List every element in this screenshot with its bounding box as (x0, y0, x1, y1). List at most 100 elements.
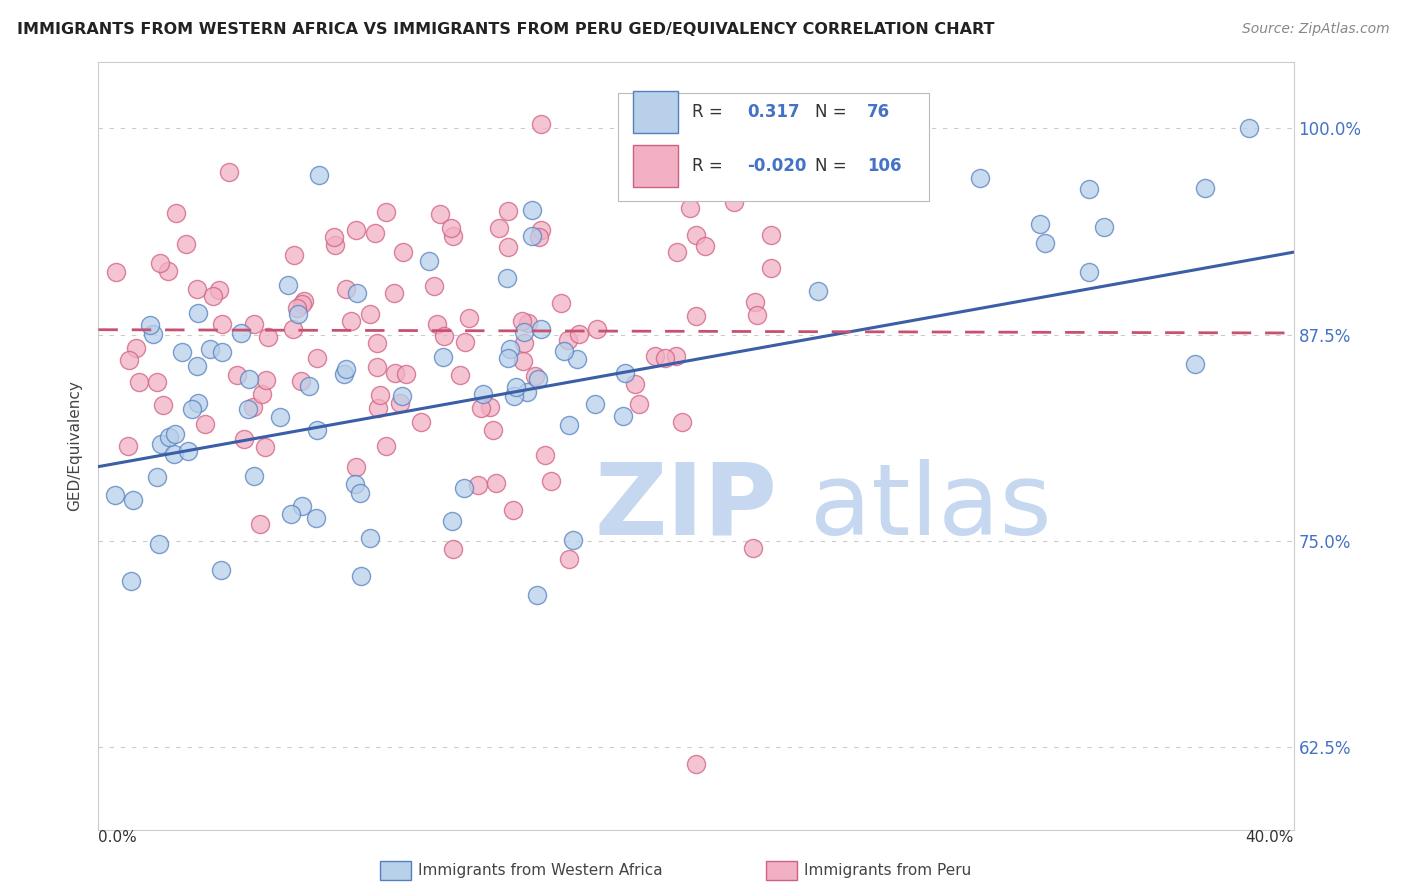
Point (586, 322, 609, 336)
Point (163, 427, 186, 442)
Point (323, 230, 346, 244)
Point (292, 294, 315, 309)
Point (530, 322, 553, 336)
Point (429, 207, 451, 221)
Point (745, 308, 768, 322)
Point (512, 354, 534, 368)
FancyBboxPatch shape (633, 91, 678, 133)
Point (392, 245, 415, 260)
Point (472, 387, 495, 401)
Point (375, 439, 398, 453)
Point (613, 366, 636, 380)
Point (654, 351, 676, 365)
Point (232, 432, 254, 446)
Point (249, 517, 271, 532)
Point (540, 475, 562, 489)
Point (449, 368, 471, 383)
Point (157, 430, 180, 444)
Point (502, 503, 524, 517)
Point (344, 223, 367, 237)
Point (145, 376, 167, 390)
Point (499, 342, 522, 356)
Text: Source: ZipAtlas.com: Source: ZipAtlas.com (1241, 22, 1389, 37)
Point (496, 240, 519, 254)
Point (120, 574, 142, 588)
Point (257, 330, 280, 344)
Point (285, 301, 308, 315)
Point (186, 359, 208, 374)
Point (253, 440, 276, 454)
Point (208, 283, 231, 297)
Point (335, 282, 357, 296)
Point (211, 318, 233, 332)
Point (432, 329, 454, 343)
Point (104, 488, 127, 502)
Point (340, 314, 363, 328)
Point (118, 352, 141, 367)
Point (807, 284, 830, 298)
Point (142, 326, 165, 341)
Point (156, 264, 179, 278)
Y-axis label: GED/Equivalency: GED/Equivalency (67, 381, 83, 511)
Point (170, 345, 193, 359)
Point (165, 206, 187, 220)
Text: -0.020: -0.020 (748, 157, 807, 175)
Text: Immigrants from Western Africa: Immigrants from Western Africa (418, 863, 662, 878)
Point (496, 204, 519, 219)
Point (382, 286, 405, 301)
Point (510, 314, 533, 328)
Point (583, 396, 606, 410)
Point (307, 424, 329, 438)
Point (254, 373, 277, 387)
Point (1029, 217, 1052, 231)
FancyBboxPatch shape (633, 145, 678, 186)
Point (530, 222, 553, 236)
Point (163, 447, 186, 461)
Point (488, 221, 510, 235)
Point (441, 541, 464, 556)
Point (238, 372, 260, 386)
Point (478, 401, 501, 415)
Point (693, 239, 716, 253)
Point (457, 311, 479, 326)
Point (366, 359, 388, 374)
Point (969, 170, 991, 185)
Point (218, 165, 240, 179)
Point (527, 372, 550, 386)
Point (290, 374, 312, 388)
Point (624, 377, 647, 392)
Point (242, 400, 264, 414)
Point (152, 398, 174, 412)
Point (612, 409, 634, 424)
Point (1184, 357, 1206, 371)
Point (1237, 121, 1260, 136)
Point (146, 469, 169, 483)
Point (485, 475, 508, 490)
Point (522, 229, 544, 244)
Point (238, 402, 260, 417)
Point (505, 379, 527, 393)
Point (308, 169, 330, 183)
Point (761, 227, 783, 242)
Point (250, 386, 273, 401)
Point (411, 415, 433, 429)
Point (467, 478, 489, 492)
Point (104, 265, 127, 279)
Point (520, 203, 543, 218)
Point (226, 368, 249, 382)
Text: ZIP: ZIP (595, 458, 778, 556)
Point (666, 244, 689, 259)
Text: atlas: atlas (810, 458, 1052, 556)
Point (229, 326, 252, 340)
Point (557, 418, 579, 433)
Point (149, 437, 172, 451)
Point (470, 401, 492, 416)
Point (557, 552, 579, 566)
Point (744, 294, 766, 309)
Text: N =: N = (815, 157, 858, 175)
Point (343, 476, 366, 491)
Point (565, 351, 588, 366)
Point (366, 335, 388, 350)
Point (305, 351, 328, 365)
Point (503, 389, 526, 403)
